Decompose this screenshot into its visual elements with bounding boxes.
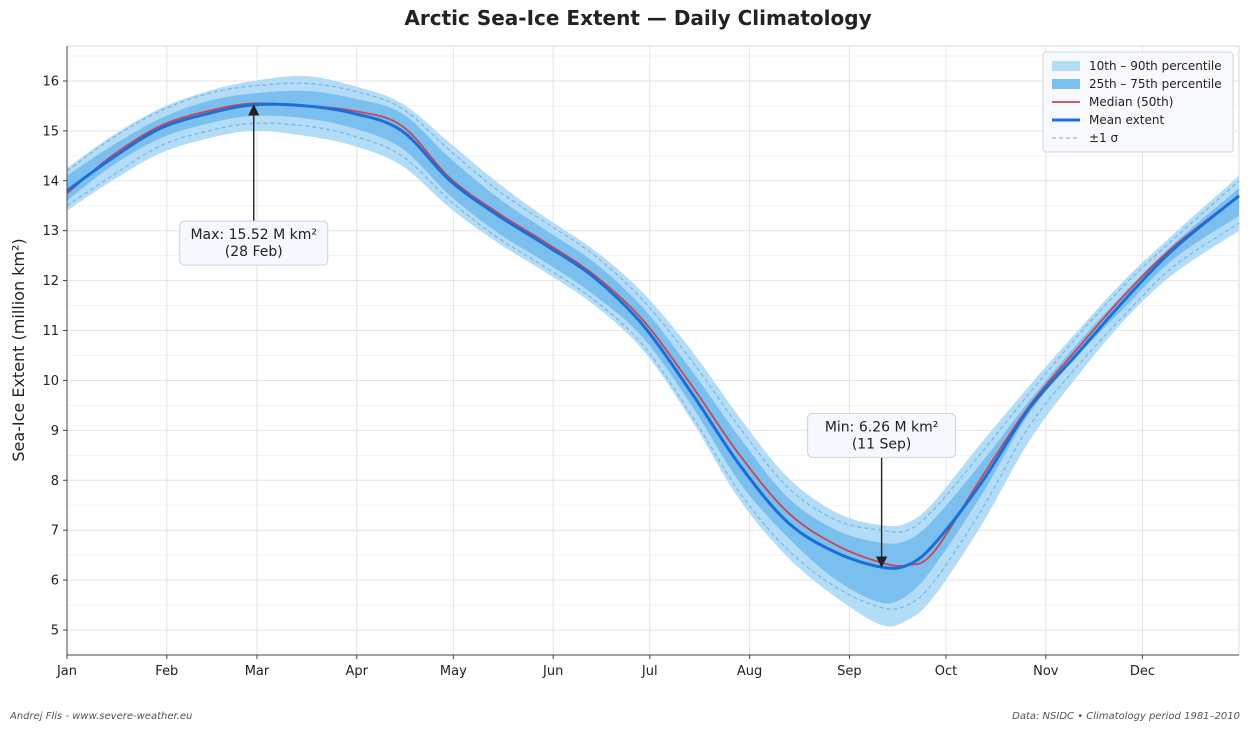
x-tick-label-oct: Oct [935, 664, 957, 679]
y-tick-label: 12 [42, 274, 59, 289]
legend-label-median-50th: Median (50th) [1089, 95, 1173, 109]
lines [66, 82, 1240, 610]
legend-box [1042, 51, 1234, 153]
y-tick-label: 10 [42, 374, 59, 389]
x-tick-label-may: May [440, 664, 467, 679]
y-tick-label: 13 [42, 224, 59, 239]
legend-swatch-25th-75th-percentile [1052, 79, 1080, 89]
legend-label-mean-extent: Mean extent [1089, 113, 1164, 127]
axes: 5 6 7 8 9 10 11 12 13 14 15 16 Jan Feb Mar Apr May Jun Jul… [42, 46, 1239, 679]
annotation-date-max: (28 Feb) [225, 244, 283, 260]
y-tick-label: 14 [42, 174, 59, 189]
legend-label-10th-90th-percentile: 10th – 90th percentile [1089, 59, 1222, 73]
y-tick-label: 7 [51, 524, 59, 539]
x-tick-label-dec: Dec [1130, 664, 1155, 679]
bands [67, 75, 1239, 627]
annotation-box-min [807, 412, 957, 458]
legend: 10th – 90th percentile 25th – 75th percen… [1042, 51, 1234, 153]
annotation-value-max: Max: 15.52 M km² [190, 227, 317, 243]
x-tick-label-jun: Jun [542, 664, 563, 679]
annotation-value-min: Min: 6.26 M km² [825, 419, 939, 435]
footer-credit: Andrej Flis - www.severe-weather.eu [9, 711, 192, 722]
x-tick-label-aug: Aug [737, 664, 762, 679]
legend-label-25th-75th-percentile: 25th – 75th percentile [1089, 77, 1222, 91]
sigma-low-line [66, 122, 1240, 610]
y-tick-label: 9 [51, 424, 59, 439]
x-tick-label-mar: Mar [245, 664, 270, 679]
chart-title: Arctic Sea-Ice Extent — Daily Climatolog… [404, 6, 871, 30]
band-10th-90th-percentile [67, 75, 1239, 627]
y-tick-label: 8 [51, 474, 59, 489]
legend-swatch-10th-90th-percentile [1052, 61, 1080, 71]
x-tick-label-apr: Apr [346, 664, 369, 679]
legend-label-1: ±1 σ [1089, 131, 1119, 145]
x-tick-label-jan: Jan [56, 664, 77, 679]
x-tick-label-nov: Nov [1033, 664, 1059, 679]
y-axis-label: Sea-Ice Extent (million km²) [9, 238, 28, 461]
x-tick-label-feb: Feb [155, 664, 178, 679]
series-line-mean-extent [66, 102, 1240, 570]
annotation-box-max [179, 220, 329, 266]
y-tick-label: 6 [51, 574, 59, 589]
y-tick-label: 5 [51, 624, 59, 639]
sigma-high-line [66, 82, 1240, 533]
annotations: Max: 15.52 M km²(28 Feb) Min: 6.26 M km²(… [179, 104, 957, 568]
y-tick-label: 16 [42, 74, 59, 89]
band-25th-75th-percentile [67, 90, 1239, 604]
x-tick-label-sep: Sep [837, 664, 862, 679]
annotation-date-min: (11 Sep) [852, 436, 912, 452]
y-tick-label: 15 [42, 124, 59, 139]
y-tick-label: 11 [42, 324, 59, 339]
x-tick-label-jul: Jul [641, 664, 658, 679]
footer-source: Data: NSIDC • Climatology period 1981–20… [1012, 711, 1240, 722]
